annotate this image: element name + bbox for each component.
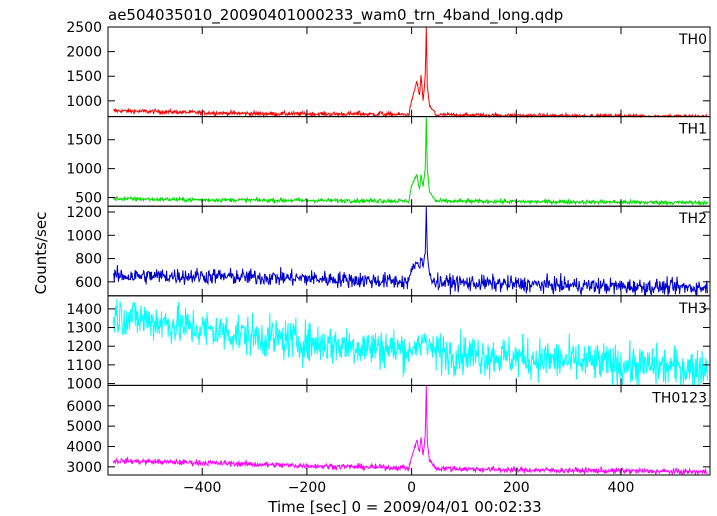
y-tick-label: 600 [75,275,102,291]
panel-frame-th1 [107,116,711,207]
y-tick-label: 1200 [66,339,102,355]
y-tick-label: 500 [75,191,102,207]
y-tick-label: 1000 [66,228,102,244]
y-tick-label: 2500 [66,20,102,36]
y-tick-label: 5000 [66,419,102,435]
chart-title: ae504035010_20090401000233_wam0_trn_4ban… [108,6,563,25]
y-tick-label: 1500 [66,133,102,149]
x-axis-label: Time [sec] 0 = 2009/04/01 00:02:33 [267,498,541,516]
panel-label-th0: TH0 [678,32,707,48]
y-tick-label: 1000 [66,94,102,110]
y-tick-label: 2000 [66,45,102,61]
x-tick-label: −400 [183,480,221,496]
series-line-th0 [112,27,708,119]
series-line-th2 [112,206,708,297]
panel-label-th3: TH3 [678,301,707,317]
x-tick-label: 0 [407,480,416,496]
y-tick-label: 6000 [66,399,102,415]
panel-label-th2: TH2 [678,211,707,227]
panel-label-th0123: TH0123 [651,390,707,406]
panel-label-th1: TH1 [678,122,707,138]
series-line-th3 [112,298,708,386]
panels: 1000150020002500TH050010001500TH16008001… [66,20,711,496]
x-tick-label: 200 [503,480,530,496]
series-line-th0123 [112,385,708,476]
y-tick-label: 1500 [66,69,102,85]
y-tick-label: 1000 [66,162,102,178]
panel-frame-th0123 [107,384,711,476]
x-tick-label: 400 [608,480,635,496]
y-tick-label: 3000 [66,460,102,476]
panel-frame-th0 [107,26,711,118]
x-tick-label: −200 [288,480,326,496]
y-tick-label: 1300 [66,321,102,337]
y-tick-label: 800 [75,252,102,268]
y-tick-label: 1100 [66,358,102,374]
y-tick-label: 1400 [66,302,102,318]
series-line-th1 [112,116,708,206]
y-tick-label: 1200 [66,205,102,221]
y-tick-label: 1000 [66,377,102,393]
y-axis-label: Counts/sec [32,212,50,295]
y-tick-label: 4000 [66,439,102,455]
